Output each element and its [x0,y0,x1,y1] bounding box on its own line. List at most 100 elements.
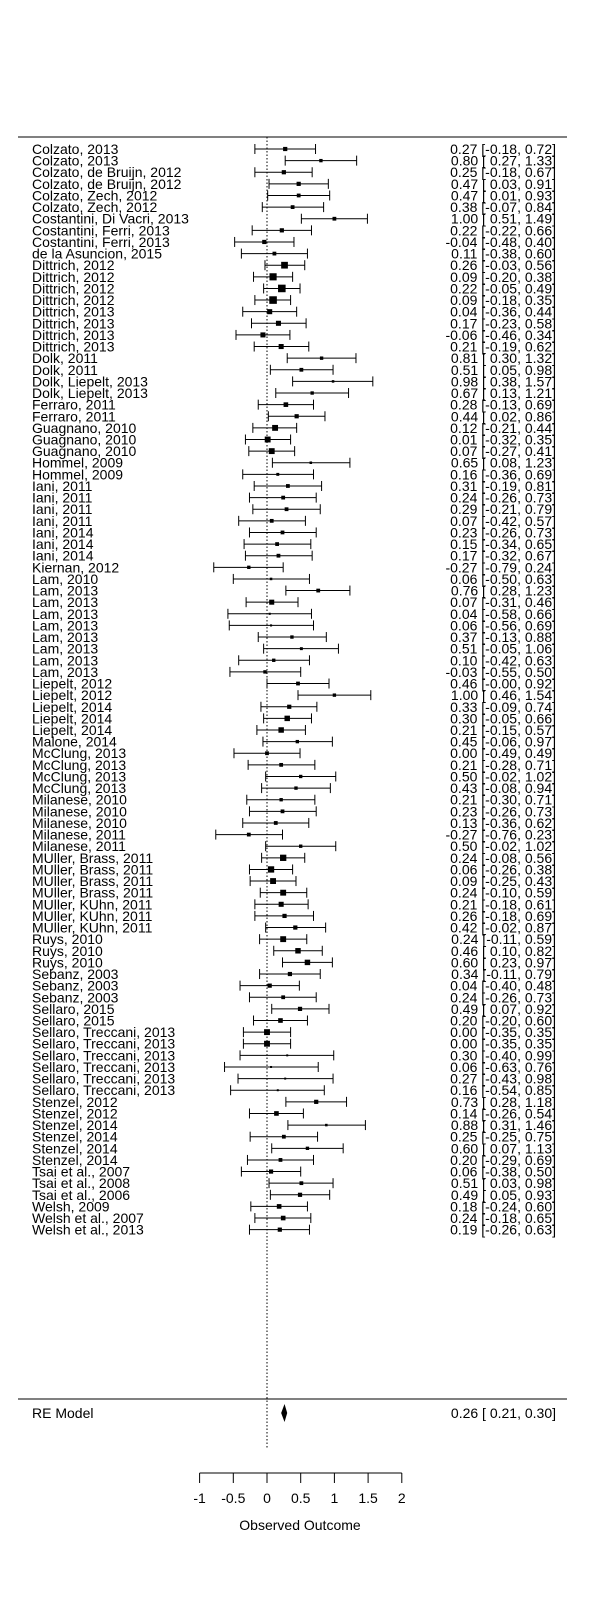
effect-square [284,507,289,512]
effect-square [319,356,324,360]
effect-square [299,367,304,372]
effect-square [309,461,313,464]
study-estimate-text: 0.06 [-0.63, 0.76] [450,1059,556,1075]
effect-square [270,1065,273,1068]
effect-square [281,261,288,269]
effect-square [297,1192,303,1197]
study-estimate-text: 0.29 [-0.21, 0.79] [450,501,556,517]
study-estimate-text: 0.51 [ 0.03, 0.98] [451,1175,556,1191]
study-label: Stenzel, 2014 [32,1152,118,1168]
study-label: Lam, 2013 [32,583,98,599]
study-row: Welsh et al., 2007 0.24 [-0.18, 0.65] [32,1210,556,1226]
effect-square [269,518,274,523]
study-row: MUller, KUhn, 2011 0.26 [-0.18, 0.69] [32,908,556,924]
study-label: Lam, 2013 [32,664,98,680]
study-label: Sebanz, 2003 [32,966,119,982]
effect-square [275,320,281,326]
study-label: Costantini, Di Vacri, 2013 [32,211,189,227]
study-estimate-text: 0.46 [ 0.10, 0.82] [451,943,556,959]
study-row: Colzato, Zech, 2012 0.47 [ 0.01, 0.93] [32,187,556,203]
study-label: Stenzel, 2014 [32,1117,118,1133]
study-label: Lam, 2013 [32,652,98,668]
effect-square [276,553,281,558]
study-label: Stenzel, 2014 [32,1129,118,1145]
study-label: Ferraro, 2011 [32,397,116,413]
study-estimate-text: 0.24 [-0.10, 0.59] [450,885,556,901]
study-label: Iani, 2014 [32,524,94,540]
study-row: McClung, 2013 0.00 [-0.49, 0.49] [32,745,556,761]
study-estimate-text: 0.24 [-0.11, 0.59] [451,931,556,947]
study-estimate-text: 0.17 [-0.23, 0.58] [450,315,556,331]
effect-square [280,1215,286,1221]
study-label: Sellaro, Treccani, 2013 [32,1036,175,1052]
study-row: Lam, 2013 0.51 [-0.05, 1.06] [32,641,556,657]
study-estimate-text: 0.14 [-0.26, 0.54] [450,1105,556,1121]
effect-square [325,1123,328,1127]
effect-square [286,484,290,488]
study-row: MUller, KUhn, 2011 0.21 [-0.18, 0.61] [32,896,556,912]
effect-square [280,889,287,896]
effect-square [272,424,279,431]
study-estimate-text: 0.24 [-0.26, 0.73] [450,989,556,1005]
study-estimate-text: 0.20 [-0.29, 0.69] [450,1152,556,1168]
study-row: Lam, 2013 0.37 [-0.13, 0.88] [32,629,556,645]
study-row: Dittrich, 2012 0.26 [-0.03, 0.56] [32,257,556,273]
study-row: Guagnano, 2010 0.07 [-0.27, 0.41] [32,443,556,459]
study-row: Stenzel, 2014 0.60 [ 0.07, 1.13] [32,1140,556,1156]
study-estimate-text: 0.76 [ 0.28, 1.23] [451,583,556,599]
study-label: Dittrich, 2012 [32,292,115,308]
study-row: Stenzel, 2014 0.25 [-0.25, 0.75] [32,1129,556,1145]
effect-square [296,193,301,198]
study-estimate-text: 0.07 [-0.31, 0.46] [450,594,556,610]
study-label: Tsai et al., 2008 [32,1175,130,1191]
study-row: de la Asuncion, 2015 0.11 [-0.38, 0.60] [32,246,556,262]
study-estimate-text: 0.50 [-0.02, 1.02] [450,838,556,854]
study-row: McClung, 2013 0.21 [-0.28, 0.71] [32,757,556,773]
study-estimate-text: 0.30 [-0.40, 0.99] [450,1047,556,1063]
study-row: Kiernan, 2012 -0.27 [-0.79, 0.24] [32,559,556,575]
study-row: Sellaro, 2015 0.49 [ 0.07, 0.92] [32,1001,556,1017]
effect-square [278,901,284,907]
study-estimate-text: 0.80 [ 0.27, 1.33] [451,153,556,169]
study-estimate-text: 0.81 [ 0.30, 1.32] [451,350,556,366]
study-label: McClung, 2013 [32,768,126,784]
study-row: Tsai et al., 2006 0.49 [ 0.05, 0.93] [32,1187,556,1203]
study-estimate-text: 0.24 [-0.08, 0.56] [450,850,556,866]
study-row: Sellaro, Treccani, 2013 0.16 [-0.54, 0.85… [32,1082,556,1098]
effect-square [262,239,267,245]
study-row: Ruys, 2010 0.24 [-0.11, 0.59] [32,931,556,947]
study-row: Hommel, 2009 0.65 [ 0.08, 1.23] [32,455,556,471]
study-label: Colzato, 2013 [32,153,119,169]
study-row: Colzato, 2013 0.27 [-0.18, 0.72] [32,141,556,157]
study-label: Sebanz, 2003 [32,989,119,1005]
study-row: Colzato, de Bruijn, 2012 0.47 [ 0.03, 0.9… [32,176,556,192]
study-estimate-text: 0.20 [-0.20, 0.60] [450,1013,556,1029]
study-row: Sebanz, 2003 0.24 [-0.26, 0.73] [32,989,556,1005]
study-label: Stenzel, 2014 [32,1140,118,1156]
study-row: Sellaro, 2015 0.20 [-0.20, 0.60] [32,1013,556,1029]
study-row: Lam, 2013 0.76 [ 0.28, 1.23] [32,583,556,599]
effect-square [297,1006,303,1011]
effect-square [264,436,271,443]
study-label: Iani, 2014 [32,536,94,552]
study-label: Malone, 2014 [32,734,117,750]
study-estimate-text: 0.34 [-0.11, 0.79] [451,966,556,982]
study-row: Lam, 2013 0.06 [-0.56, 0.69] [32,617,556,633]
study-label: Milanese, 2010 [32,803,127,819]
study-row: Costantini, Ferri, 2013 0.22 [-0.22, 0.66… [32,222,556,238]
study-row: Dolk, Liepelt, 2013 0.98 [ 0.38, 1.57] [32,373,556,389]
study-label: Dolk, 2011 [32,350,98,366]
effect-square [281,170,286,175]
effect-square [316,588,321,593]
study-estimate-text: 0.00 [-0.49, 0.49] [450,745,556,761]
study-label: Stenzel, 2012 [32,1105,118,1121]
study-row: Iani, 2011 0.24 [-0.26, 0.73] [32,490,556,506]
summary-diamond [281,1404,288,1422]
effect-square [265,751,269,756]
study-label: Milanese, 2010 [32,792,127,808]
x-tick-label: 2 [398,1490,406,1506]
study-label: Lam, 2013 [32,641,98,657]
study-estimate-text: 0.88 [ 0.31, 1.46] [451,1117,556,1133]
effect-square [295,739,300,744]
